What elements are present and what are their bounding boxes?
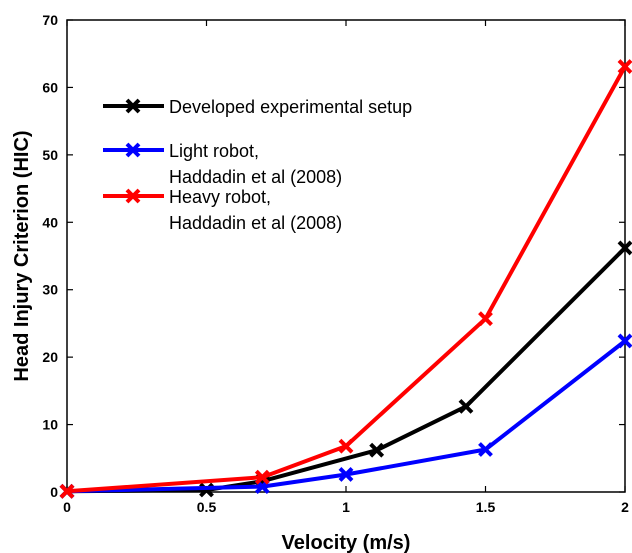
plot-border [66, 19, 626, 493]
data-point [617, 333, 632, 349]
y-tick-label: 50 [42, 147, 58, 163]
data-point [369, 442, 385, 458]
legend-label: Light robot, [169, 141, 259, 161]
x-tick-label: 1 [342, 499, 350, 515]
y-tick-label: 30 [42, 282, 58, 298]
y-axis-title: Head Injury Criterion (HIC) [11, 130, 33, 381]
x-tick-label: 2 [621, 499, 629, 515]
marker-stroke [125, 188, 141, 204]
marker-stroke [125, 142, 141, 158]
legend-label: Developed experimental setup [169, 97, 412, 117]
data-point [617, 59, 632, 74]
series-layer [59, 59, 632, 499]
y-axis: 0 10 20 30 40 50 60 70 [42, 12, 625, 500]
marker-stroke [617, 59, 632, 74]
x-axis: 0 0.5 1 1.5 2 [63, 20, 629, 515]
x-tick-label: 0 [63, 499, 71, 515]
legend-label: Heavy robot, [169, 187, 271, 207]
marker-stroke [617, 240, 632, 256]
legend-item: Developed experimental setup [103, 97, 412, 117]
marker-stroke [338, 438, 354, 454]
y-tick-label: 20 [42, 349, 58, 365]
data-point [478, 311, 493, 327]
marker-stroke [617, 333, 632, 349]
legend-marker [125, 188, 141, 204]
marker-stroke [125, 98, 141, 114]
marker-stroke [254, 469, 270, 485]
marker-stroke [369, 442, 385, 458]
plot-area [66, 19, 626, 493]
marker-stroke [59, 483, 75, 499]
data-point [254, 469, 270, 485]
x-tick-label: 0.5 [197, 499, 217, 515]
legend-marker [125, 98, 141, 114]
x-axis-title: Velocity (m/s) [282, 532, 411, 553]
y-tick-label: 40 [42, 214, 58, 230]
legend-marker [125, 142, 141, 158]
data-point [338, 467, 354, 482]
data-point [59, 483, 75, 499]
y-tick-label: 60 [42, 79, 58, 95]
series-2 [59, 59, 632, 499]
marker-stroke [338, 467, 354, 482]
marker-stroke [458, 398, 474, 414]
data-point [458, 398, 474, 414]
legend-label: Haddadin et al (2008) [169, 213, 342, 233]
data-point [617, 240, 632, 256]
y-tick-label: 10 [42, 417, 58, 433]
legend: Developed experimental setup Light robot,… [103, 97, 412, 233]
x-tick-label: 1.5 [476, 499, 496, 515]
legend-item: Heavy robot, Haddadin et al (2008) [103, 187, 342, 233]
legend-label: Haddadin et al (2008) [169, 167, 342, 187]
marker-stroke [478, 311, 493, 327]
marker-stroke [478, 442, 493, 457]
y-tick-label: 70 [42, 12, 58, 28]
legend-item: Light robot, Haddadin et al (2008) [103, 141, 342, 187]
data-point [338, 438, 354, 454]
y-tick-label: 0 [50, 484, 58, 500]
data-point [478, 442, 493, 457]
